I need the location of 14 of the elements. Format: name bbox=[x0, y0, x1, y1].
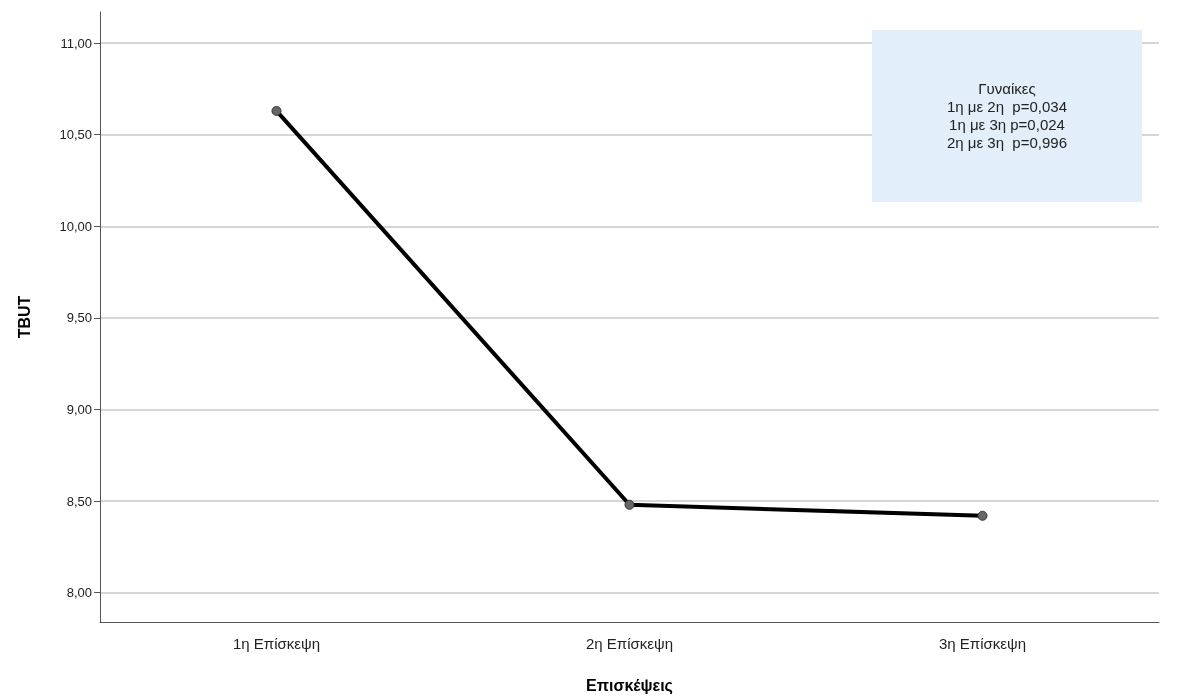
y-tick-label: 11,00 bbox=[60, 35, 92, 51]
y-tick-label: 8,00 bbox=[66, 585, 92, 601]
note-box: Γυναίκες 1η με 2η p=0,034 1η με 3η p=0,024 2η με 3η p=0,996 bbox=[872, 30, 1142, 202]
y-tick-label: 9,00 bbox=[66, 402, 92, 418]
y-tick-label: 8,50 bbox=[66, 493, 92, 509]
y-axis-title: TBUT bbox=[15, 295, 33, 339]
y-tick-label: 10,00 bbox=[59, 218, 92, 234]
x-tick-label: 1η Επίσκεψη bbox=[232, 635, 321, 652]
x-axis-title: Επισκέψεις bbox=[586, 676, 673, 695]
y-tick-label: 10,50 bbox=[59, 127, 92, 143]
x-tick-label: 3η Επίσκεψη bbox=[938, 635, 1027, 652]
x-tick-label: 2η Επίσκεψη bbox=[585, 635, 674, 652]
y-tick-label: 9,50 bbox=[66, 310, 92, 326]
annotation: Γυναίκες 1η με 2η p=0,034 1η με 3η p=0,024 2η με 3η p=0,996 bbox=[946, 80, 1067, 152]
